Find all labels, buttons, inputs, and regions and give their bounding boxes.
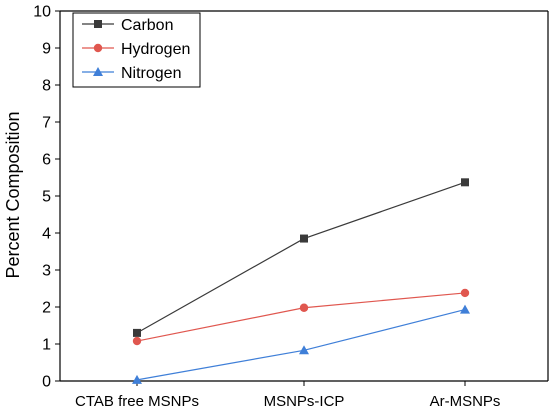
y-tick-label: 2 (42, 300, 51, 317)
y-tick-label: 5 (42, 189, 51, 206)
data-point-nitrogen (299, 345, 309, 355)
legend-label-carbon: Carbon (121, 17, 173, 34)
y-tick-label: 8 (42, 78, 51, 95)
x-tick-label: CTAB free MSNPs (75, 393, 199, 410)
data-point-carbon (133, 328, 141, 337)
data-point-nitrogen (132, 374, 142, 384)
y-tick-label: 6 (42, 152, 51, 169)
data-point-carbon (461, 178, 469, 187)
y-tick-label: 10 (33, 4, 51, 21)
y-tick-label: 1 (42, 337, 51, 354)
series-group (132, 178, 470, 384)
data-point-hydrogen (299, 303, 309, 312)
legend: Carbon Hydrogen Nitrogen (72, 12, 201, 88)
legend-marker-hydrogen (93, 43, 103, 53)
y-tick-label: 7 (42, 115, 51, 132)
x-tick-label: MSNPs-ICP (264, 393, 345, 410)
legend-label-hydrogen: Hydrogen (121, 41, 190, 58)
y-axis-label: Percent Composition (3, 111, 23, 278)
legend-marker-carbon (94, 20, 102, 28)
data-point-carbon (300, 234, 308, 243)
y-tick-label: 0 (42, 374, 51, 391)
x-tick-label: Ar-MSNPs (430, 393, 501, 410)
data-point-nitrogen (460, 304, 470, 314)
legend-marker-nitrogen (93, 67, 103, 76)
y-ticks: 0 1 2 3 4 5 6 7 8 9 10 (33, 4, 60, 391)
data-point-hydrogen (460, 288, 470, 298)
series-line-hydrogen (136, 292, 466, 342)
legend-label-nitrogen: Nitrogen (121, 65, 181, 82)
data-point-hydrogen (132, 336, 142, 346)
series-line-nitrogen (136, 309, 466, 381)
y-tick-label: 3 (42, 263, 51, 280)
y-tick-label: 4 (42, 226, 51, 243)
y-tick-label: 9 (42, 41, 51, 58)
x-ticks: CTAB free MSNPs MSNPs-ICP Ar-MSNPs (75, 381, 500, 410)
